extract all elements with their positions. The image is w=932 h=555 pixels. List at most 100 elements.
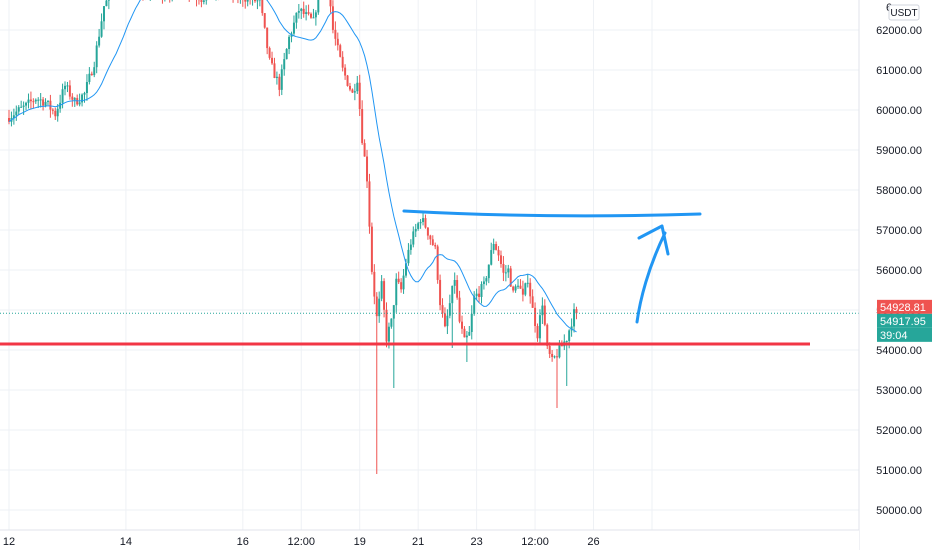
candle-body <box>71 97 73 100</box>
candle-body <box>86 82 88 93</box>
candle-body <box>244 0 246 2</box>
candle-body <box>551 354 553 357</box>
candle-body <box>432 239 434 245</box>
candle-body <box>37 100 39 101</box>
candle-body <box>566 341 568 342</box>
candle-body <box>288 37 290 49</box>
candle-body <box>103 6 105 21</box>
candle-body <box>483 281 485 284</box>
candle-body <box>349 86 351 90</box>
candle-body <box>515 286 517 290</box>
candle-body <box>422 218 424 222</box>
candle-body <box>376 297 378 317</box>
candle-body <box>305 12 307 14</box>
candle-body <box>524 283 526 294</box>
price-tick-label: 60000.00 <box>876 105 922 117</box>
candle-body <box>403 276 405 290</box>
candle-body <box>463 329 465 338</box>
candle-body <box>25 103 27 106</box>
candle-body <box>505 272 507 273</box>
candle-body <box>88 74 90 82</box>
candle-body <box>47 101 49 102</box>
candle-body <box>519 286 521 289</box>
candle-body <box>84 93 86 95</box>
candle-body <box>315 12 317 17</box>
price-scale[interactable]: 50000.0051000.0052000.0053000.0054000.00… <box>859 0 932 550</box>
candle-body <box>310 14 312 18</box>
candle-body <box>64 86 66 89</box>
candle-body <box>412 231 414 244</box>
candle-body <box>573 309 575 326</box>
candle-body <box>507 268 509 272</box>
candle-body <box>264 13 266 28</box>
candle-body <box>517 286 519 287</box>
candle-body <box>62 89 64 103</box>
candle-up[interactable] <box>286 48 288 59</box>
candle-body <box>300 9 302 11</box>
candle-body <box>444 313 446 326</box>
currency-label: USDT <box>890 8 917 19</box>
candle-body <box>446 316 448 326</box>
price-tick-label: 62000.00 <box>876 25 922 37</box>
candle-body <box>554 356 556 357</box>
candle-body <box>368 181 370 226</box>
candle-body <box>344 68 346 76</box>
candle-body <box>442 305 444 313</box>
candle-body <box>480 284 482 297</box>
candle-up[interactable] <box>105 0 107 6</box>
candle-down[interactable] <box>339 44 341 58</box>
candle-body <box>101 21 103 36</box>
candle-down[interactable] <box>371 223 373 275</box>
candle-body <box>15 112 17 116</box>
candle-down[interactable] <box>437 245 439 284</box>
candle-body <box>449 303 451 316</box>
candle-down[interactable] <box>269 47 271 60</box>
price-tick-label: 58000.00 <box>876 185 922 197</box>
price-badge-label: 39:04 <box>880 330 908 342</box>
candle-body <box>203 0 205 2</box>
candle-body <box>493 244 495 250</box>
candle-body <box>522 289 524 295</box>
candle-body <box>303 9 305 14</box>
candle-body <box>381 281 383 299</box>
candle-down[interactable] <box>347 75 349 87</box>
candle-body <box>539 315 541 338</box>
candle-body <box>269 48 271 58</box>
candle-up[interactable] <box>524 283 526 297</box>
candle-body <box>488 265 490 278</box>
candle-body <box>407 250 409 263</box>
price-tick-label: 56000.00 <box>876 265 922 277</box>
candle-body <box>410 245 412 250</box>
candle-body <box>512 287 514 291</box>
candle-body <box>81 95 83 103</box>
candle-body <box>312 17 314 18</box>
candle-down[interactable] <box>264 13 266 29</box>
time-tick-label: 12 <box>3 536 15 548</box>
candle-body <box>544 306 546 325</box>
time-tick-label: 14 <box>120 536 132 548</box>
candle-body <box>490 250 492 265</box>
candle-body <box>276 77 278 78</box>
candle-body <box>57 109 59 117</box>
candle-body <box>69 85 71 96</box>
candle-body <box>74 98 76 100</box>
candle-body <box>439 280 441 305</box>
candle-body <box>42 99 44 105</box>
candle-body <box>390 319 392 327</box>
candle-body <box>558 345 560 357</box>
candle-body <box>364 143 366 156</box>
candle-body <box>366 157 368 182</box>
candle-body <box>478 294 480 297</box>
candle-body <box>383 281 385 310</box>
candle-body <box>532 296 534 308</box>
time-tick-label: 16 <box>237 536 249 548</box>
candle-body <box>49 101 51 110</box>
candle-body <box>400 282 402 289</box>
candle-body <box>337 39 339 45</box>
candle-down[interactable] <box>368 174 370 234</box>
candle-body <box>27 100 29 103</box>
time-tick-label: 23 <box>470 536 482 548</box>
